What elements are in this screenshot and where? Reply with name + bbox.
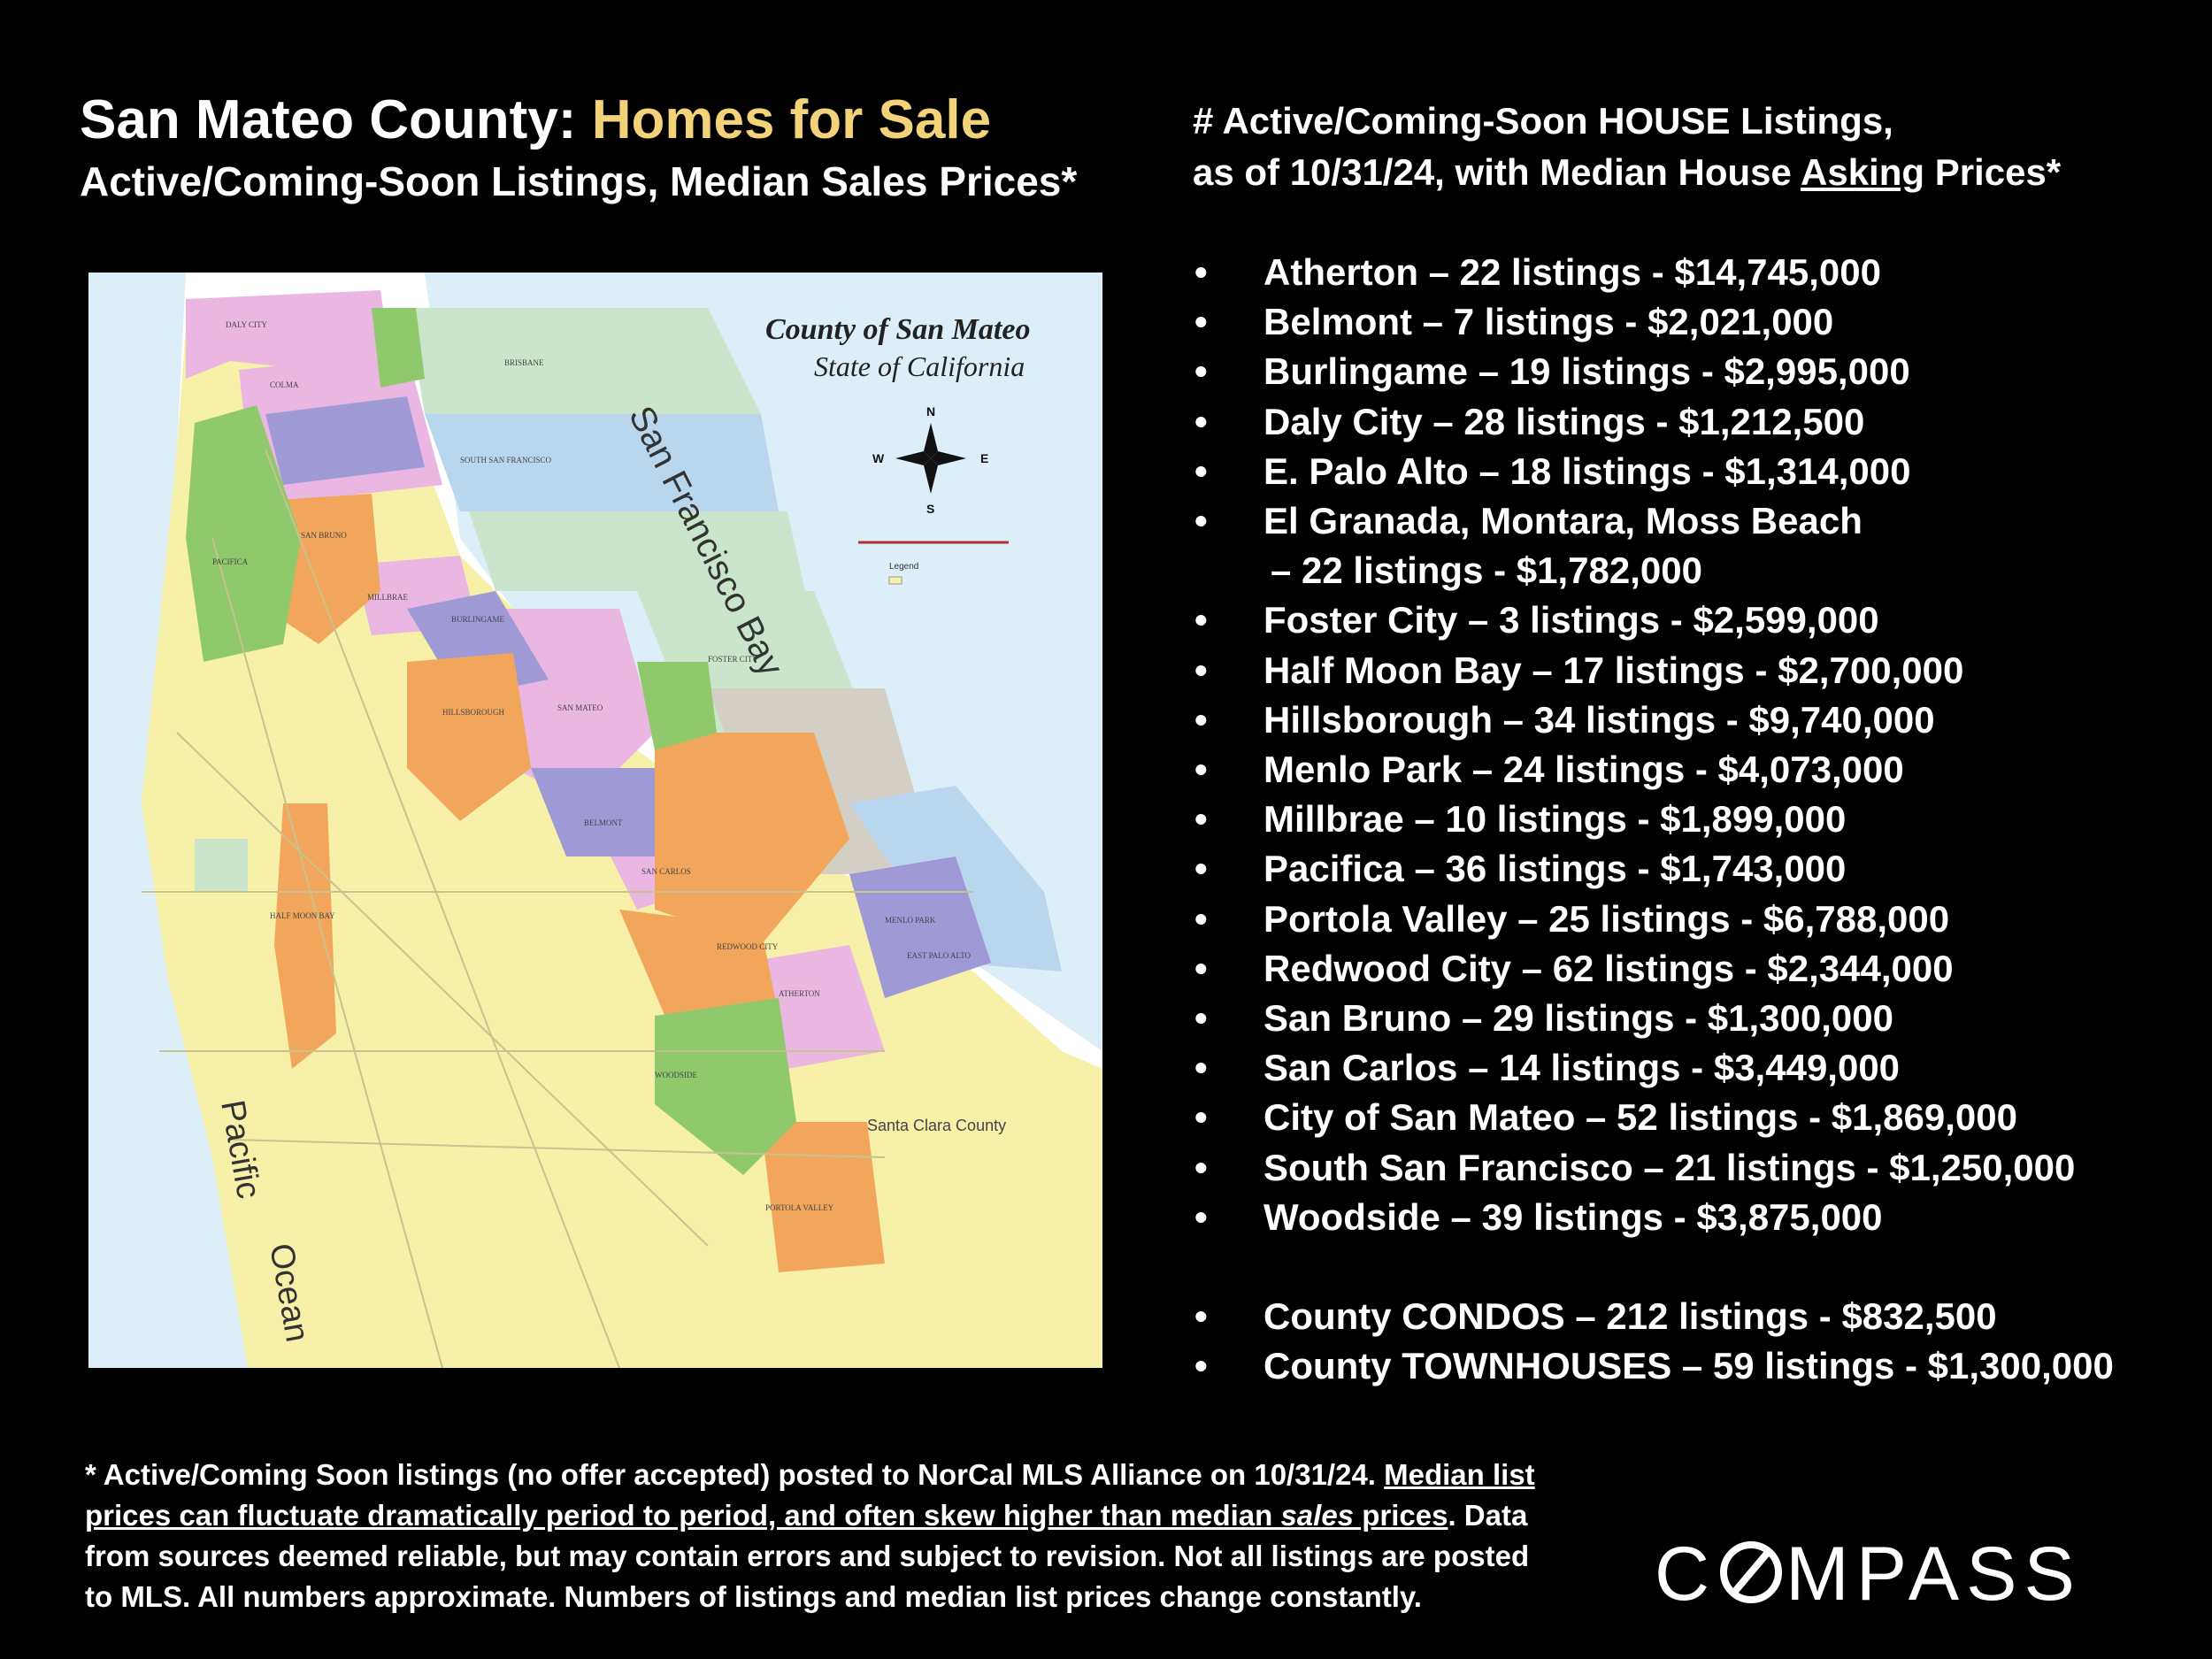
label-woodside: WOODSIDE [655,1071,697,1079]
list-item: Pacifica – 36 listings - $1,743,000 [1193,844,2114,894]
title-accent: Homes for Sale [591,89,992,150]
listings-heading: # Active/Coming-Soon HOUSE Listings, as … [1193,96,2061,198]
compass-s: S [926,502,934,516]
label-portola-valley: PORTOLA VALLEY [765,1203,834,1212]
asking-underlined: Asking [1801,151,1925,193]
label-east-palo-alto: EAST PALO ALTO [907,951,972,960]
county-map: County of San Mateo State of California … [88,273,1102,1368]
label-daly-city: DALY CITY [226,320,268,329]
list-item: San Carlos – 14 listings - $3,449,000 [1193,1043,2114,1093]
list-item: El Granada, Montara, Moss Beach – 22 lis… [1193,496,2114,595]
list-item: South San Francisco – 21 listings - $1,2… [1193,1143,2114,1193]
foster-city-green [637,662,717,750]
list-item: Woodside – 39 listings - $3,875,000 [1193,1193,2114,1242]
label-burlingame: BURLINGAME [451,615,505,624]
label-san-mateo: SAN MATEO [557,703,603,712]
list-item: Atherton – 22 listings - $14,745,000 [1193,248,2114,297]
compass-logo: C MPASS [1655,1532,2082,1617]
label-redwood-city: REDWOOD CITY [717,942,779,951]
label-pacifica: PACIFICA [212,557,249,566]
label-colma: COLMA [270,380,299,389]
label-belmont: BELMONT [584,818,623,827]
brisbane-area [407,308,761,414]
label-ssf: SOUTH SAN FRANCISCO [460,456,552,465]
compass-rose-icon: N S W E [872,404,988,516]
label-millbrae: MILLBRAE [367,593,409,602]
compass-w: W [872,451,885,465]
list-item: Redwood City – 62 listings - $2,344,000 [1193,944,2114,994]
label-atherton: ATHERTON [779,989,820,998]
airport-area [469,511,805,591]
compass-n: N [926,404,935,419]
ocean-water [88,273,248,1368]
list-item-townhouses: County TOWNHOUSES – 59 listings - $1,300… [1193,1341,2114,1391]
map-subtitle: State of California [814,350,1025,382]
list-item: Daly City – 28 listings - $1,212,500 [1193,397,2114,447]
compass-e: E [980,451,988,465]
listings-list: Atherton – 22 listings - $14,745,000 Bel… [1193,248,2114,1392]
pacifica-area [186,405,301,662]
list-item-condos: County CONDOS – 212 listings - $832,500 [1193,1292,2114,1341]
list-item: Menlo Park – 24 listings - $4,073,000 [1193,745,2114,795]
footnote-underlined: Median list prices can fluctuate dramati… [85,1458,1535,1532]
label-half-moon-bay: HALF MOON BAY [270,911,335,920]
page-title: San Mateo County: Homes for Sale [80,88,991,151]
redwood-city-south [619,910,779,1033]
page-subtitle: Active/Coming-Soon Listings, Median Sale… [80,158,1078,204]
list-item: City of San Mateo – 52 listings - $1,869… [1193,1093,2114,1142]
daly-city-area [186,290,389,379]
list-item-line1: El Granada, Montara, Moss Beach [1263,500,1863,542]
list-item: Millbrae – 10 listings - $1,899,000 [1193,795,2114,844]
list-item: Hillsborough – 34 listings - $9,740,000 [1193,695,2114,745]
list-item: Burlingame – 19 listings - $2,995,000 [1193,347,2114,396]
ocean-green [195,839,248,892]
ssf-bay-area [425,414,779,511]
map-title: County of San Mateo [765,313,1030,346]
list-item: E. Palo Alto – 18 listings - $1,314,000 [1193,447,2114,496]
list-item: San Bruno – 29 listings - $1,300,000 [1193,994,2114,1043]
woodside-area [655,998,796,1175]
label-san-carlos: SAN CARLOS [641,867,691,876]
label-hillsborough: HILLSBOROUGH [442,708,505,717]
list-item: Belmont – 7 listings - $2,021,000 [1193,297,2114,347]
brisbane-green [372,308,425,388]
footnote: * Active/Coming Soon listings (no offer … [85,1458,1535,1613]
logo-o-icon [1720,1541,1783,1603]
listings-heading-line1: # Active/Coming-Soon HOUSE Listings, [1193,100,1893,142]
half-moon-bay-area [274,803,336,1069]
list-item: Foster City – 3 listings - $2,599,000 [1193,595,2114,645]
list-item-line2: – 22 listings - $1,782,000 [1271,549,1702,592]
santa-clara-label: Santa Clara County [867,1117,1006,1134]
label-brisbane: BRISBANE [504,358,544,367]
belmont-area [531,768,690,856]
hillsborough-area [407,653,531,821]
label-menlo-park: MENLO PARK [885,916,936,925]
title-prefix: San Mateo County: [80,89,592,150]
list-item: Portola Valley – 25 listings - $6,788,00… [1193,895,2114,944]
label-san-bruno: SAN BRUNO [301,531,347,540]
portola-valley-area [761,1122,885,1272]
label-foster-city: FOSTER CITY [708,655,758,664]
colma-area [265,396,425,485]
listings-heading-line2: as of 10/31/24, with Median House Asking… [1193,151,2062,193]
legend-label: Legend [889,562,918,572]
list-item: Half Moon Bay – 17 listings - $2,700,000 [1193,646,2114,695]
